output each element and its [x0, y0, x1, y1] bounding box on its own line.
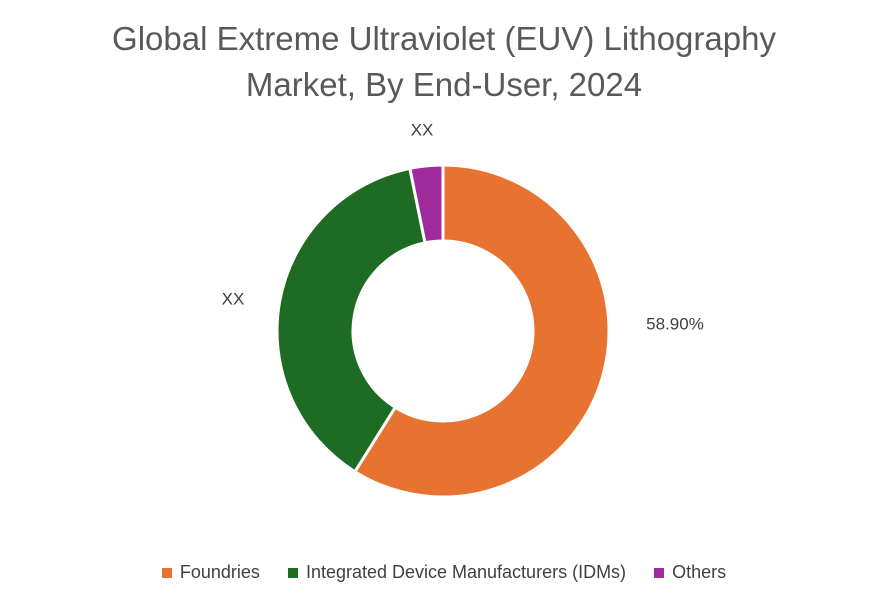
plot: 58.90% XX XX [222, 120, 704, 499]
donut-slice [275, 166, 427, 474]
legend: Foundries Integrated Device Manufacturers… [0, 562, 888, 583]
legend-swatch [287, 567, 298, 578]
data-label: 58.90% [646, 314, 704, 333]
data-label: XX [411, 120, 434, 139]
legend-swatch [161, 567, 172, 578]
chart-title: Global Extreme Ultraviolet (EUV) Lithogr… [112, 20, 776, 103]
legend-item: Foundries [161, 562, 260, 583]
donut-slice [352, 163, 611, 499]
legend-label: Integrated Device Manufacturers (IDMs) [305, 562, 627, 582]
legend-label: Foundries [179, 562, 260, 582]
data-label: XX [222, 289, 245, 308]
legend-item: Integrated Device Manufacturers (IDMs) [287, 562, 627, 583]
legend-item: Others [654, 562, 726, 583]
donut-slice [408, 163, 445, 245]
legend-label: Others [672, 562, 727, 582]
legend-swatch [654, 567, 665, 578]
